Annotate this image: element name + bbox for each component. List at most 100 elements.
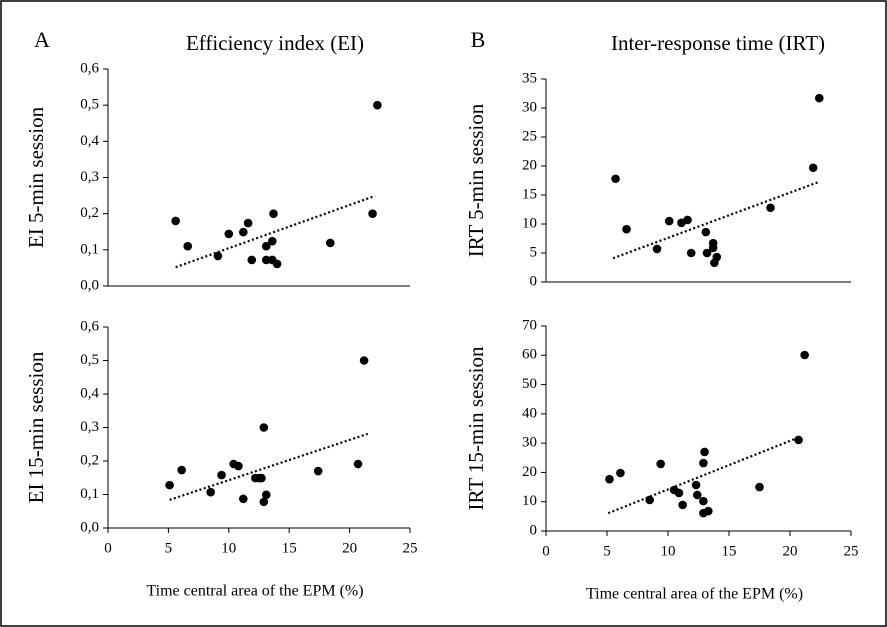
- point: [794, 435, 803, 445]
- point: [325, 238, 335, 248]
- point: [238, 494, 248, 504]
- point: [701, 227, 711, 237]
- point: [699, 496, 708, 506]
- y-tick-label: 40: [522, 405, 537, 421]
- point: [605, 474, 614, 484]
- x-tick-label: 25: [403, 540, 418, 556]
- y-tick-label: 0,1: [80, 241, 99, 257]
- trend-line: [169, 432, 369, 501]
- panel-title: Inter-response time (IRT): [611, 31, 825, 55]
- x-tick-label: 20: [783, 543, 798, 559]
- point: [353, 459, 363, 469]
- point: [247, 255, 257, 265]
- point: [224, 229, 234, 239]
- panel-letter: B: [471, 27, 486, 52]
- point: [171, 216, 180, 226]
- y-tick-label: 0,5: [80, 352, 99, 368]
- x-tick-label: 5: [603, 543, 611, 559]
- point: [674, 488, 684, 498]
- point: [664, 216, 674, 226]
- point: [259, 497, 269, 507]
- point: [691, 480, 701, 490]
- y-tick-label: 60: [522, 347, 537, 363]
- y-tick-label: 0,2: [80, 205, 99, 221]
- y-tick-label: 70: [522, 317, 537, 333]
- point: [683, 215, 692, 225]
- point: [243, 218, 253, 228]
- point: [234, 461, 243, 471]
- point: [261, 490, 271, 500]
- point: [645, 495, 654, 505]
- y-tick-label: 5: [530, 244, 538, 260]
- y-tick-label: 10: [522, 493, 537, 509]
- point: [206, 487, 215, 497]
- x-tick-label: 0: [104, 540, 112, 556]
- x-axis-label: Time central area of the EPM (%): [146, 583, 363, 600]
- x-tick-label: 0: [542, 543, 550, 559]
- x-tick-label: 5: [165, 540, 173, 556]
- point: [708, 243, 718, 253]
- point: [177, 465, 186, 475]
- point: [678, 500, 687, 510]
- point: [692, 490, 702, 500]
- x-axis-label: Time central area of the EPM (%): [586, 586, 803, 603]
- point: [269, 209, 278, 218]
- y-axis-label: IRT 5-min session: [464, 103, 488, 257]
- point: [800, 350, 809, 360]
- x-tick-label: 20: [342, 540, 357, 556]
- point: [261, 255, 271, 265]
- y-tick-label: 25: [522, 128, 537, 144]
- y-tick-label: 20: [522, 464, 537, 480]
- y-tick-label: 0,1: [80, 486, 99, 502]
- point: [217, 470, 226, 480]
- point: [165, 480, 174, 490]
- point: [259, 423, 269, 432]
- y-tick-label: 35: [522, 70, 537, 86]
- y-tick-label: 30: [522, 435, 537, 451]
- y-tick-label: 0,0: [80, 519, 99, 535]
- y-tick-label: 0: [530, 522, 538, 538]
- y-tick-label: 0,0: [80, 277, 99, 293]
- point: [814, 93, 824, 103]
- point: [611, 174, 620, 184]
- point: [700, 447, 709, 457]
- y-tick-label: 0,6: [80, 60, 99, 76]
- x-tick-label: 15: [282, 540, 297, 556]
- point: [261, 241, 271, 251]
- trend-line: [607, 435, 801, 515]
- y-tick-label: 10: [522, 215, 537, 231]
- point: [213, 251, 223, 261]
- x-tick-label: 25: [844, 543, 859, 559]
- point: [373, 100, 382, 110]
- y-tick-label: 50: [522, 376, 537, 392]
- y-tick-label: 0,2: [80, 452, 99, 468]
- point: [652, 244, 662, 254]
- point: [267, 236, 277, 246]
- point: [313, 466, 323, 476]
- point: [622, 224, 631, 234]
- y-tick-label: 20: [522, 157, 537, 173]
- panel-letter: A: [34, 27, 50, 52]
- point: [257, 473, 266, 483]
- point: [616, 468, 625, 478]
- point: [755, 482, 764, 492]
- y-tick-label: 0,4: [80, 133, 99, 149]
- x-tick-label: 15: [722, 543, 737, 559]
- point: [702, 248, 712, 258]
- point: [766, 203, 775, 213]
- y-tick-label: 0,5: [80, 97, 99, 113]
- y-tick-label: 0: [530, 273, 538, 289]
- y-tick-label: 0,3: [80, 419, 99, 435]
- point: [712, 252, 722, 262]
- point: [359, 356, 369, 365]
- y-axis-label: IRT 15-min session: [464, 346, 488, 511]
- y-tick-label: 0,4: [80, 385, 99, 401]
- trend-line: [175, 194, 376, 269]
- point: [238, 227, 248, 237]
- point: [699, 458, 708, 468]
- x-tick-label: 10: [661, 543, 676, 559]
- point: [808, 163, 818, 173]
- panel-title: Efficiency index (EI): [186, 31, 364, 55]
